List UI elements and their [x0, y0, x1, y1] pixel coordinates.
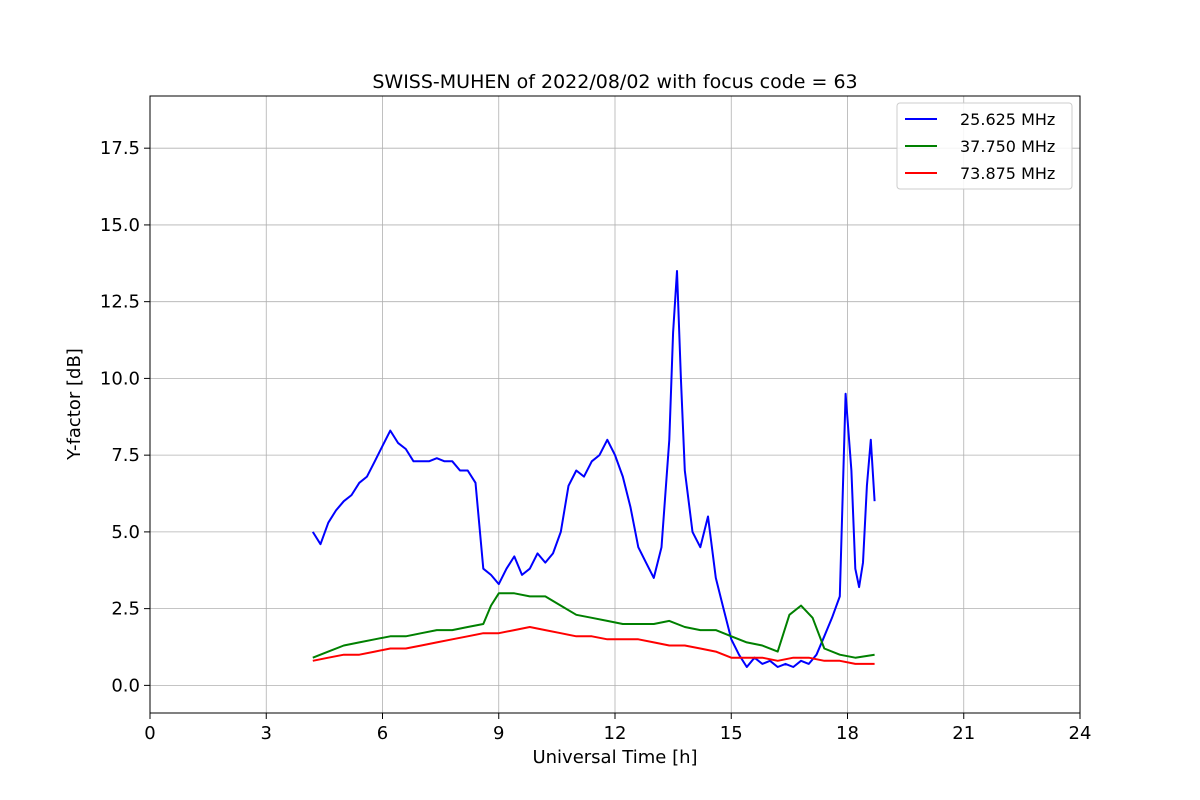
y-axis-label: Y-factor [dB] [64, 348, 85, 461]
y-tick-label: 10.0 [100, 368, 140, 389]
legend-box [896, 102, 1073, 190]
x-tick-label: 3 [261, 723, 272, 744]
x-tick-label: 6 [377, 723, 388, 744]
chart-title: SWISS-MUHEN of 2022/08/02 with focus cod… [372, 71, 857, 93]
y-tick-label: 5.0 [111, 522, 140, 543]
y-tick-label: 17.5 [100, 138, 140, 159]
y-tick-label: 12.5 [100, 292, 140, 313]
x-axis-label: Universal Time [h] [532, 747, 697, 768]
series-area [311, 270, 876, 668]
y-axis: 0.0 2.5 5.0 7.5 10.0 12.5 15.0 17.5 [100, 138, 150, 696]
y-tick-label: 7.5 [111, 445, 140, 466]
series-line-1 [311, 270, 876, 668]
y-tick-label: 0.0 [111, 675, 140, 696]
x-tick-label: 18 [836, 723, 859, 744]
legend-label-2: 37.750 MHz [960, 137, 1055, 156]
x-tick-label: 15 [720, 723, 743, 744]
legend-label-1: 25.625 MHz [960, 110, 1055, 129]
x-tick-label: 21 [952, 723, 975, 744]
x-tick-label: 0 [144, 723, 155, 744]
x-axis: 0 3 6 9 12 15 18 21 24 [144, 713, 1091, 744]
x-tick-label: 12 [604, 723, 627, 744]
x-tick-label: 9 [493, 723, 504, 744]
y-tick-label: 2.5 [111, 599, 140, 620]
legend-label-3: 73.875 MHz [960, 164, 1055, 183]
x-tick-label: 24 [1069, 723, 1092, 744]
y-tick-label: 15.0 [100, 215, 140, 236]
series-line-2 [312, 592, 875, 659]
legend: 25.625 MHz 37.750 MHz 73.875 MHz [896, 102, 1073, 190]
series-line-3 [312, 626, 875, 665]
